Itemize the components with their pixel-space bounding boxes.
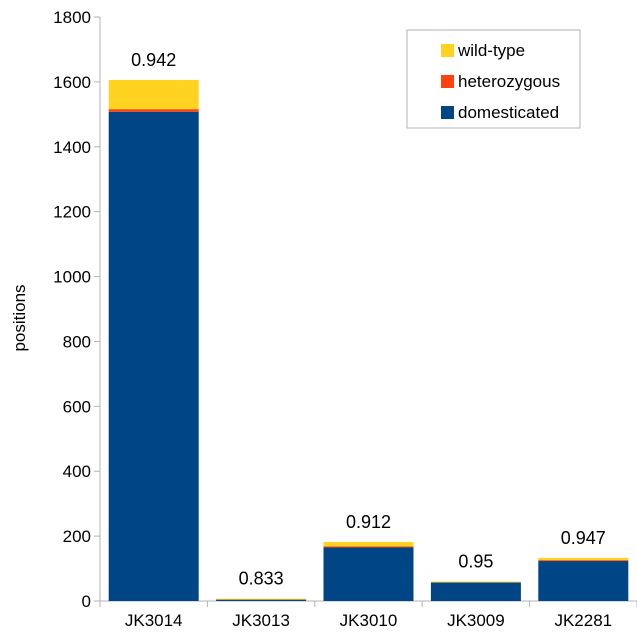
legend-swatch-domesticated — [441, 106, 454, 119]
y-tick-label: 1600 — [53, 73, 91, 92]
x-category-label: JK3010 — [340, 611, 398, 630]
bar-data-label: 0.833 — [239, 569, 284, 589]
bar-data-label: 0.942 — [131, 50, 176, 70]
bar-segment-domesticated — [323, 547, 414, 601]
bar-segment-wild-type — [430, 581, 521, 583]
legend-label-heterozygous: heterozygous — [458, 72, 560, 91]
bar-data-label: 0.947 — [561, 528, 606, 548]
x-category-label: JK3009 — [447, 611, 505, 630]
legend-label-wild-type: wild-type — [457, 41, 525, 60]
bar-segment-heterozygous — [108, 109, 199, 112]
bar-segment-wild-type — [108, 79, 199, 110]
legend-label-domesticated: domesticated — [458, 103, 559, 122]
legend: wild-type heterozygous domesticated — [406, 29, 581, 129]
y-tick-label: 0 — [82, 592, 91, 611]
bar-segment-heterozygous — [323, 546, 414, 548]
y-tick-label: 800 — [63, 332, 91, 351]
bar-segment-heterozygous — [538, 560, 629, 562]
y-tick-label: 1200 — [53, 203, 91, 222]
bar-segment-wild-type — [538, 557, 629, 561]
y-tick-label: 200 — [63, 527, 91, 546]
plot-area: 0 200 400 600 800 1000 1200 1400 1600 1800 0.942 JK… — [53, 8, 637, 630]
y-tick-label: 600 — [63, 397, 91, 416]
y-tick-label: 1400 — [53, 138, 91, 157]
x-category-label: JK3013 — [232, 611, 290, 630]
x-category-label: JK2281 — [554, 611, 612, 630]
bar-segment-domesticated — [538, 560, 629, 601]
bar-data-label: 0.95 — [458, 552, 493, 572]
bar-segment-domesticated — [108, 111, 199, 601]
bar-segment-wild-type — [323, 541, 414, 547]
y-tick-label: 1800 — [53, 8, 91, 27]
x-category-label: JK3014 — [125, 611, 183, 630]
y-tick-label: 1000 — [53, 268, 91, 287]
legend-box — [406, 29, 581, 129]
bar-segment-domesticated — [216, 599, 307, 601]
legend-swatch-wild-type — [441, 44, 454, 57]
bar-segment-wild-type — [216, 598, 307, 600]
legend-swatch-heterozygous — [441, 75, 454, 88]
y-tick-label: 400 — [63, 462, 91, 481]
y-axis-title: positions — [10, 284, 29, 351]
bar-data-label: 0.912 — [346, 512, 391, 532]
bar-segment-domesticated — [430, 582, 521, 601]
